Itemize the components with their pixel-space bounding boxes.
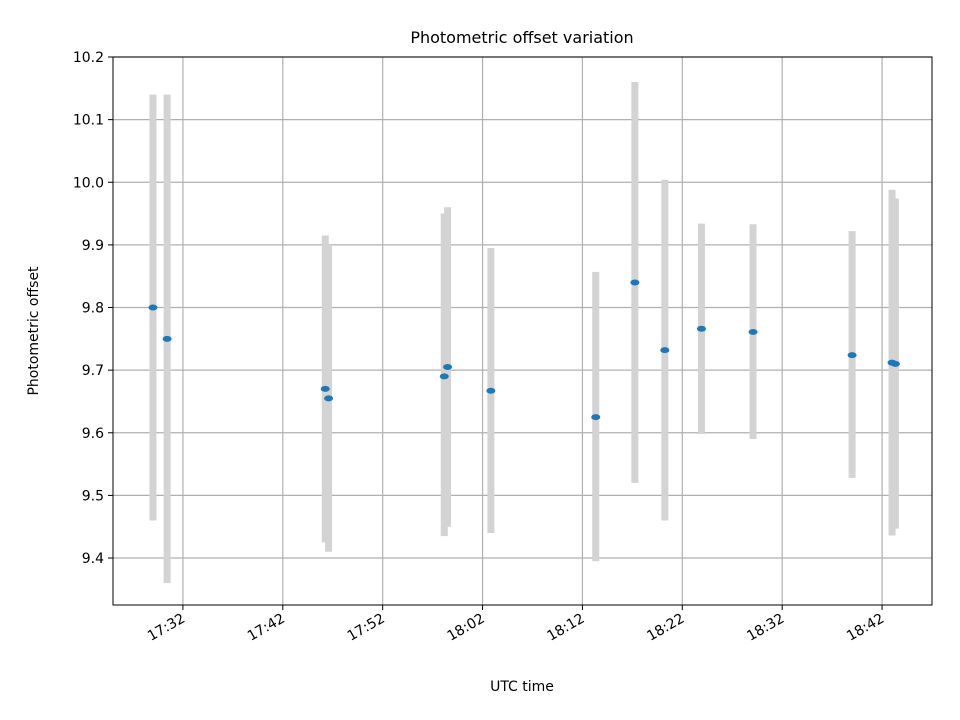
data-point [324, 395, 334, 402]
data-point [443, 364, 453, 371]
y-tick-label: 9.8 [82, 301, 104, 317]
y-tick-label: 9.5 [82, 488, 104, 504]
y-tick-label: 10.2 [73, 50, 104, 66]
data-point [630, 279, 640, 286]
data-point [660, 347, 670, 354]
data-point [148, 304, 158, 311]
grid [113, 56, 932, 605]
y-tick-label: 9.9 [82, 238, 104, 254]
data-point [748, 328, 758, 335]
data-point [162, 335, 172, 342]
chart-title: Photometric offset variation [410, 28, 633, 47]
plot-frame [112, 56, 933, 606]
data-points [148, 279, 900, 421]
x-axis-label: UTC time [490, 679, 554, 695]
data-point [696, 325, 706, 332]
data-point [486, 387, 496, 394]
y-tick-label: 9.6 [82, 426, 104, 442]
data-point [439, 373, 449, 380]
y-tick-label: 9.7 [82, 363, 104, 379]
data-point [591, 414, 601, 421]
y-tick-label: 10.0 [73, 175, 104, 191]
y-tick-label: 9.4 [82, 551, 104, 567]
y-axis-ticks: 9.4 9.5 9.6 9.7 9.8 9.9 10.0 10.1 10.2 [73, 50, 113, 567]
data-point [847, 352, 857, 359]
data-point [320, 385, 330, 392]
y-axis-label: Photometric offset [26, 266, 42, 396]
y-tick-label: 10.1 [73, 113, 104, 129]
data-point [890, 360, 900, 367]
